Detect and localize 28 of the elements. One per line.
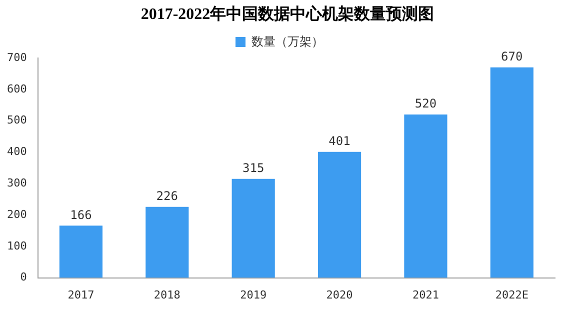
data-label: 315 (242, 161, 264, 176)
y-tick-label: 200 (6, 208, 27, 221)
x-tick-label: 2017 (68, 288, 94, 302)
x-tick-label: 2019 (240, 288, 267, 302)
y-tick-label: 0 (20, 270, 27, 284)
x-tick-label: 2022E (495, 288, 528, 302)
bar (490, 67, 534, 278)
x-tick-label: 2018 (154, 288, 180, 302)
y-tick-label: 600 (6, 82, 27, 96)
bar (404, 114, 448, 278)
data-label: 226 (156, 188, 178, 203)
bar (146, 206, 189, 278)
chart-title: 2017-2022年中国数据中心机架数量预测图 (140, 4, 436, 25)
y-tick-label: 100 (6, 239, 27, 252)
bar (318, 152, 362, 278)
y-tick-label: 300 (6, 176, 27, 190)
x-tick-label: 2020 (326, 288, 353, 302)
data-label: 520 (414, 96, 437, 111)
y-tick-label: 500 (6, 114, 27, 127)
data-label: 670 (501, 50, 523, 64)
data-label: 166 (70, 208, 92, 222)
bar (232, 178, 275, 278)
y-tick-label: 400 (6, 145, 27, 158)
bar (59, 226, 103, 278)
data-label: 401 (328, 134, 350, 148)
x-tick-label: 2021 (412, 288, 439, 302)
y-tick-label: 700 (6, 50, 27, 64)
legend-label: 数量（万架） (252, 34, 324, 48)
